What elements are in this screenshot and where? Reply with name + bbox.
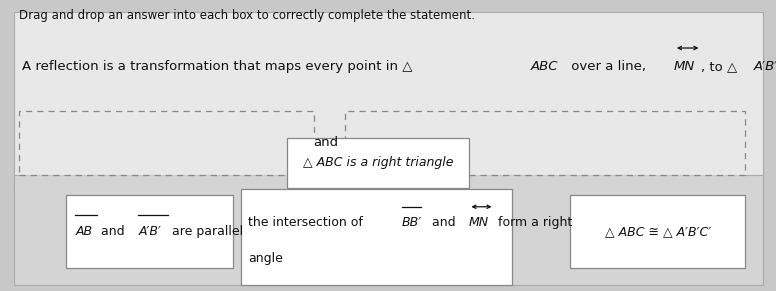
Text: and: and: [428, 216, 459, 229]
Text: and: and: [97, 225, 129, 238]
Bar: [345, 111, 745, 175]
Bar: [570, 195, 745, 268]
Text: AB: AB: [75, 225, 92, 238]
Text: and: and: [314, 136, 338, 149]
Text: A reflection is a transformation that maps every point in △: A reflection is a transformation that ma…: [22, 61, 417, 73]
Bar: [14, 12, 763, 198]
Text: △ ABC ≅ △ A′B′C′: △ ABC ≅ △ A′B′C′: [605, 225, 711, 238]
Bar: [287, 138, 469, 188]
Text: over a line,: over a line,: [566, 61, 650, 73]
Text: , to △: , to △: [702, 61, 742, 73]
Text: MN: MN: [469, 216, 489, 229]
Text: △ ABC is a right triangle: △ ABC is a right triangle: [303, 157, 453, 169]
Text: angle: angle: [248, 252, 283, 265]
Text: Drag and drop an answer into each box to correctly complete the statement.: Drag and drop an answer into each box to…: [19, 9, 476, 22]
Bar: [19, 111, 314, 175]
Text: are parallel: are parallel: [168, 225, 243, 238]
Bar: [14, 175, 763, 285]
Text: the intersection of: the intersection of: [248, 216, 367, 229]
Text: form a right: form a right: [494, 216, 573, 229]
Text: A′B′C′: A′B′C′: [753, 61, 776, 73]
Text: MN: MN: [674, 61, 695, 73]
Bar: [66, 195, 233, 268]
Text: A′B′: A′B′: [138, 225, 161, 238]
Text: BB′: BB′: [402, 216, 422, 229]
Text: ABC: ABC: [531, 61, 559, 73]
Bar: [241, 189, 512, 285]
